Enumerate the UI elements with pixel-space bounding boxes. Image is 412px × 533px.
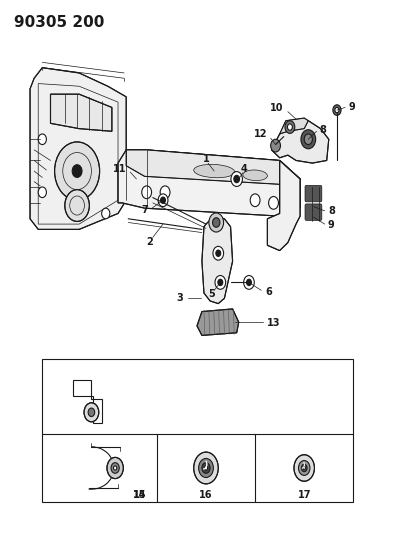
- Circle shape: [271, 139, 281, 152]
- Circle shape: [298, 461, 310, 475]
- Text: 8: 8: [328, 206, 335, 216]
- Circle shape: [231, 172, 242, 187]
- Circle shape: [234, 175, 239, 183]
- Circle shape: [269, 197, 279, 209]
- Polygon shape: [267, 160, 300, 251]
- Text: 9: 9: [328, 220, 335, 230]
- Circle shape: [194, 452, 218, 484]
- Circle shape: [72, 165, 82, 177]
- Polygon shape: [118, 150, 300, 216]
- Text: 17: 17: [297, 490, 311, 500]
- Text: 3: 3: [176, 293, 183, 303]
- Circle shape: [102, 208, 110, 219]
- Text: 8: 8: [320, 125, 327, 135]
- Circle shape: [285, 120, 295, 133]
- Circle shape: [111, 463, 119, 473]
- Text: 13: 13: [267, 318, 281, 328]
- Text: 14: 14: [133, 490, 147, 500]
- Circle shape: [301, 130, 316, 149]
- FancyBboxPatch shape: [305, 185, 322, 202]
- Text: 4: 4: [240, 165, 247, 174]
- Circle shape: [38, 134, 47, 144]
- Circle shape: [288, 124, 293, 130]
- Circle shape: [209, 213, 224, 232]
- Circle shape: [202, 463, 210, 473]
- Text: 10: 10: [270, 103, 284, 114]
- Polygon shape: [280, 118, 308, 134]
- Polygon shape: [272, 120, 329, 163]
- Polygon shape: [51, 94, 112, 131]
- Circle shape: [304, 134, 312, 144]
- Text: 1: 1: [203, 154, 209, 164]
- Text: 9: 9: [349, 102, 355, 112]
- Circle shape: [243, 276, 254, 289]
- Polygon shape: [197, 309, 239, 335]
- Circle shape: [199, 458, 213, 478]
- Text: 2: 2: [146, 237, 153, 247]
- Circle shape: [54, 142, 100, 200]
- Text: 6: 6: [265, 287, 272, 297]
- Polygon shape: [30, 68, 126, 229]
- Circle shape: [161, 197, 166, 204]
- Circle shape: [107, 457, 123, 479]
- Circle shape: [160, 186, 170, 199]
- Circle shape: [65, 190, 89, 221]
- Text: 7: 7: [141, 205, 148, 215]
- Ellipse shape: [194, 164, 234, 177]
- Circle shape: [114, 466, 117, 470]
- Circle shape: [215, 276, 226, 289]
- Text: 15: 15: [133, 490, 147, 500]
- Polygon shape: [126, 150, 300, 184]
- Circle shape: [294, 455, 314, 481]
- Circle shape: [88, 408, 95, 417]
- Text: 16: 16: [199, 490, 213, 500]
- Circle shape: [246, 279, 251, 286]
- Circle shape: [213, 246, 224, 260]
- FancyBboxPatch shape: [305, 204, 322, 220]
- Circle shape: [218, 279, 223, 286]
- Circle shape: [250, 194, 260, 207]
- Ellipse shape: [243, 170, 267, 181]
- Circle shape: [38, 187, 47, 198]
- Text: 11: 11: [113, 164, 126, 174]
- Circle shape: [303, 466, 305, 470]
- Circle shape: [84, 403, 99, 422]
- Text: 5: 5: [208, 288, 215, 298]
- Circle shape: [142, 186, 152, 199]
- Circle shape: [333, 105, 341, 115]
- Circle shape: [158, 194, 168, 207]
- Text: 12: 12: [254, 129, 267, 139]
- Circle shape: [301, 464, 307, 472]
- Circle shape: [204, 466, 208, 470]
- Polygon shape: [202, 216, 233, 304]
- Circle shape: [213, 217, 220, 227]
- Circle shape: [216, 250, 221, 256]
- Bar: [42, 359, 353, 503]
- Circle shape: [335, 108, 339, 113]
- Text: 90305 200: 90305 200: [14, 14, 104, 30]
